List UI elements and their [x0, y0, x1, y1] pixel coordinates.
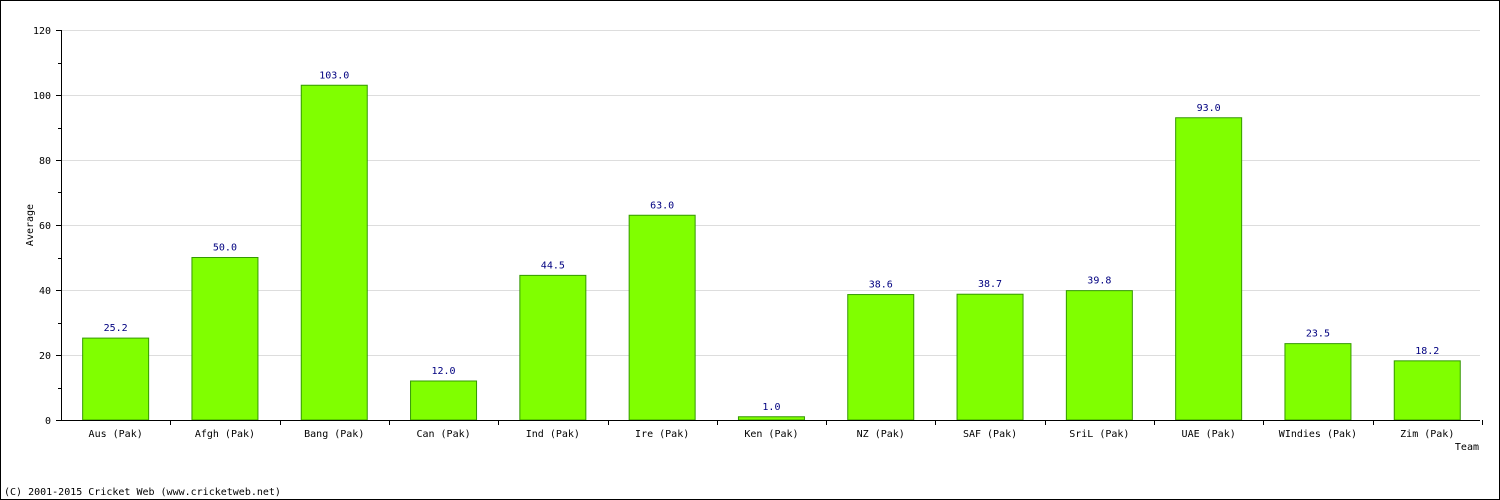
- x-tick-label: SAF (Pak): [963, 429, 1017, 440]
- y-tick-label: 60: [39, 221, 51, 232]
- bar: [737, 416, 805, 421]
- bar: [1284, 343, 1352, 421]
- y-tick-label: 40: [39, 286, 51, 297]
- bar: [1393, 360, 1461, 421]
- bar-value-label: 18.2: [1415, 346, 1439, 357]
- bar-value-label: 63.0: [650, 200, 674, 211]
- bar: [519, 274, 587, 421]
- bar: [191, 257, 259, 421]
- x-tick-label: Ind (Pak): [526, 429, 580, 440]
- y-axis-title: Average: [25, 204, 36, 246]
- bar-value-label: 23.5: [1306, 329, 1330, 340]
- x-tick-label: SriL (Pak): [1069, 429, 1129, 440]
- y-tick-label: 0: [45, 416, 51, 427]
- y-tick-label: 120: [33, 26, 51, 37]
- x-tick-label: Ken (Pak): [744, 429, 798, 440]
- y-ticks: 0 20 40 60 80 100 120: [33, 26, 61, 427]
- bars: [82, 84, 1461, 421]
- bar-value-label: 1.0: [762, 402, 780, 413]
- bar: [1175, 117, 1243, 421]
- value-labels: 25.2 50.0 103.0 12.0 44.5 63.0 1.0 38.6 38.7 39.8…: [104, 70, 1440, 413]
- x-tick-label: WIndies (Pak): [1279, 429, 1357, 440]
- x-tick-label: Aus (Pak): [89, 429, 143, 440]
- x-axis-title: Team: [1455, 442, 1479, 453]
- x-tick-label: Ire (Pak): [635, 429, 689, 440]
- x-ticks: Aus (Pak) Afgh (Pak) Bang (Pak) Can (Pak) In…: [89, 420, 1483, 440]
- bar: [628, 214, 696, 421]
- bar-value-label: 38.6: [869, 280, 893, 291]
- bar: [1065, 290, 1133, 421]
- bar: [82, 337, 150, 421]
- bar-value-label: 39.8: [1087, 276, 1111, 287]
- bar: [956, 293, 1024, 421]
- bar-value-label: 12.0: [432, 366, 456, 377]
- bar: [410, 380, 478, 421]
- y-tick-label: 20: [39, 351, 51, 362]
- y-tick-label: 80: [39, 156, 51, 167]
- x-tick-label: Can (Pak): [416, 429, 470, 440]
- bar: [300, 84, 368, 421]
- x-tick-label: Afgh (Pak): [195, 429, 255, 440]
- x-tick-label: NZ (Pak): [857, 429, 905, 440]
- bar: [847, 294, 915, 421]
- footer-copyright: (C) 2001-2015 Cricket Web (www.cricketwe…: [4, 487, 281, 498]
- bar-value-label: 25.2: [104, 323, 128, 334]
- bar-value-label: 93.0: [1197, 103, 1221, 114]
- bar-value-label: 44.5: [541, 260, 565, 271]
- x-tick-label: UAE (Pak): [1182, 429, 1236, 440]
- y-tick-label: 100: [33, 91, 51, 102]
- bar-value-label: 38.7: [978, 279, 1002, 290]
- x-tick-label: Bang (Pak): [304, 429, 364, 440]
- bar-value-label: 103.0: [319, 70, 349, 81]
- bar-value-label: 50.0: [213, 243, 237, 254]
- x-tick-label: Zim (Pak): [1400, 429, 1454, 440]
- axes: [61, 30, 1480, 421]
- grid-lines: [61, 30, 1480, 356]
